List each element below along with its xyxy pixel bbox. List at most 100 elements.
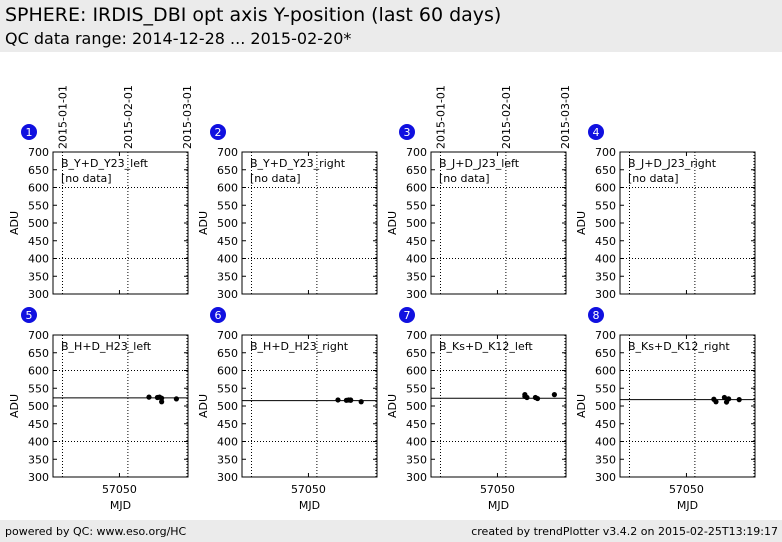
- y-tick-label: 700: [595, 329, 616, 342]
- page-subtitle: QC data range: 2014-12-28 ... 2015-02-20…: [5, 29, 352, 48]
- y-tick-label: 350: [217, 270, 238, 283]
- y-tick-label: 500: [595, 400, 616, 413]
- y-tick-label: 550: [217, 382, 238, 395]
- plot-frame: [619, 334, 756, 478]
- data-point: [146, 394, 152, 400]
- footer-band: powered by QC: www.eso.org/HC created by…: [0, 520, 782, 542]
- y-axis-label: ADU: [8, 394, 21, 418]
- y-tick-label: 400: [28, 253, 49, 266]
- data-point: [721, 394, 728, 401]
- y-tick-label: 500: [28, 400, 49, 413]
- plot-frame: [52, 334, 189, 478]
- y-tick-label: 350: [595, 270, 616, 283]
- y-tick-label: 700: [406, 329, 427, 342]
- y-tick-label: 400: [406, 253, 427, 266]
- page-title: SPHERE: IRDIS_DBI opt axis Y-position (l…: [5, 4, 502, 26]
- panel-number-badge: [588, 307, 604, 323]
- y-tick-label: 650: [595, 164, 616, 177]
- panel-number-badge: [399, 307, 415, 323]
- panel-1: 300 350 400 450 500 550 600 650 700 ADU 2015-01-01…: [8, 85, 194, 301]
- panel-name: B_J+D_J23_right: [628, 157, 717, 170]
- y-tick-label: 500: [217, 400, 238, 413]
- y-tick-label: 700: [406, 146, 427, 159]
- panel-name: B_Ks+D_K12_right: [628, 340, 730, 353]
- plot-frame: [430, 334, 567, 478]
- y-tick-label: 350: [406, 453, 427, 466]
- panel-number: 2: [215, 126, 222, 139]
- date-label: 2015-01-01: [56, 85, 69, 149]
- data-point: [524, 394, 530, 401]
- y-tick-label: 400: [406, 436, 427, 449]
- y-tick-label: 650: [28, 164, 49, 177]
- footer-created: created by trendPlotter v3.4.2 on 2015-0…: [471, 525, 778, 538]
- y-tick-label: 350: [28, 270, 49, 283]
- date-label: 2015-01-01: [434, 85, 447, 149]
- y-tick-label: 400: [217, 253, 238, 266]
- panel-number: 8: [593, 309, 600, 322]
- y-tick-label: 300: [28, 288, 49, 301]
- y-tick-label: 450: [28, 235, 49, 248]
- date-label: 2015-02-01: [122, 85, 135, 149]
- panel-name: B_H+D_H23_right: [250, 340, 349, 353]
- y-tick-label: 400: [595, 436, 616, 449]
- date-label: 2015-03-01: [181, 85, 194, 149]
- x-tick-label: 57050: [480, 483, 515, 496]
- y-tick-label: 700: [28, 329, 49, 342]
- y-axis-label: ADU: [386, 394, 399, 418]
- y-tick-label: 300: [595, 288, 616, 301]
- panel-7: 300 350 400 450 500 550 600 650 700 57050 ADU MJD 7 B…: [386, 307, 567, 512]
- y-tick-label: 450: [217, 235, 238, 248]
- x-tick-label: 57050: [669, 483, 704, 496]
- panel-2: 300 350 400 450 500 550 600 650 700 ADU 2 B_Y+D_Y23…: [197, 124, 378, 301]
- y-tick-label: 550: [28, 199, 49, 212]
- y-tick-label: 600: [406, 365, 427, 378]
- y-tick-label: 550: [406, 382, 427, 395]
- panel-8: 300 350 400 450 500 550 600 650 700 57050 ADU MJD 8 B…: [575, 307, 756, 512]
- y-tick-label: 500: [217, 217, 238, 230]
- data-point: [335, 397, 341, 403]
- panel-number-badge: [210, 307, 226, 323]
- y-axis-label: ADU: [197, 211, 210, 235]
- data-point: [736, 397, 742, 403]
- date-label: 2015-02-01: [500, 85, 513, 149]
- y-tick-label: 600: [28, 182, 49, 195]
- data-point: [551, 392, 557, 398]
- panel-name: B_H+D_H23_left: [61, 340, 152, 353]
- y-tick-label: 300: [406, 471, 427, 484]
- y-tick-label: 700: [217, 329, 238, 342]
- panel-number: 1: [26, 126, 33, 139]
- y-tick-label: 550: [28, 382, 49, 395]
- panel-note: [no data]: [61, 172, 112, 185]
- panel-note: [no data]: [439, 172, 490, 185]
- y-tick-label: 650: [217, 164, 238, 177]
- y-tick-label: 400: [595, 253, 616, 266]
- y-tick-label: 300: [217, 288, 238, 301]
- y-tick-label: 700: [217, 146, 238, 159]
- y-tick-label: 300: [406, 288, 427, 301]
- data-point: [348, 397, 354, 403]
- footer-credit: powered by QC: www.eso.org/HC: [5, 525, 187, 538]
- x-axis-label: MJD: [110, 499, 131, 512]
- y-tick-label: 650: [217, 347, 238, 360]
- y-tick-label: 450: [28, 418, 49, 431]
- y-tick-label: 450: [406, 235, 427, 248]
- y-tick-label: 450: [595, 418, 616, 431]
- panel-number-badge: [210, 124, 226, 140]
- x-tick-label: 57050: [102, 483, 137, 496]
- y-tick-label: 300: [595, 471, 616, 484]
- data-point: [534, 395, 541, 402]
- panel-note: [no data]: [250, 172, 301, 185]
- panel-name: B_Ks+D_K12_left: [439, 340, 533, 353]
- panel-number: 4: [593, 126, 600, 139]
- y-tick-label: 400: [217, 436, 238, 449]
- panel-number: 3: [404, 126, 411, 139]
- y-tick-label: 600: [595, 182, 616, 195]
- y-tick-label: 650: [595, 347, 616, 360]
- y-tick-label: 650: [406, 347, 427, 360]
- panel-note: [no data]: [628, 172, 679, 185]
- y-tick-label: 500: [406, 217, 427, 230]
- y-tick-label: 350: [217, 453, 238, 466]
- y-tick-label: 500: [406, 400, 427, 413]
- panel-5: 300 350 400 450 500 550 600 650 700 57050 ADU MJD 5 B…: [8, 307, 189, 512]
- panel-number: 5: [26, 309, 33, 322]
